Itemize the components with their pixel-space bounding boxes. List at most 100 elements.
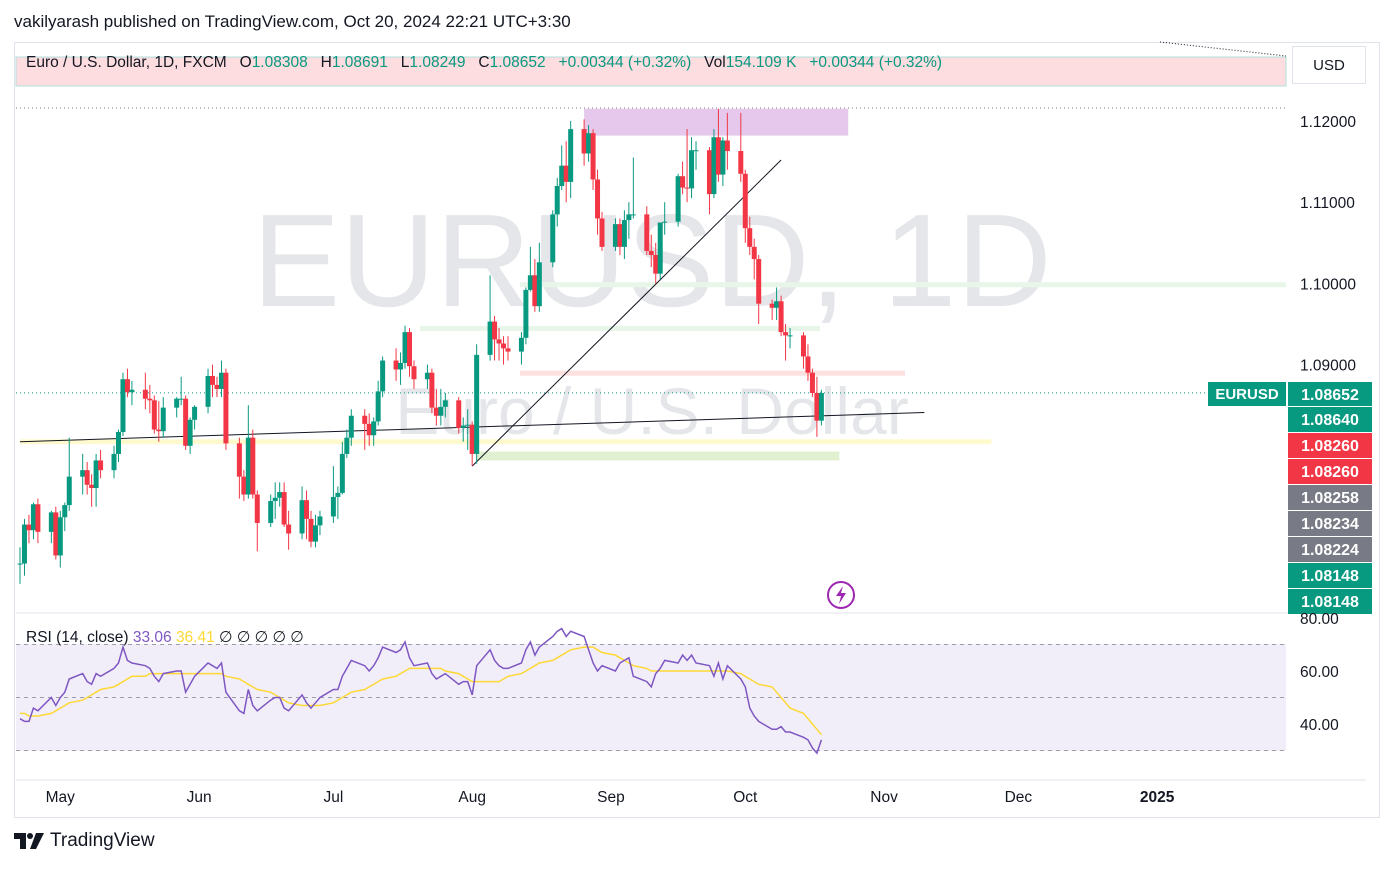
candle-body: [720, 140, 726, 175]
candle-body: [362, 415, 368, 424]
candle-body: [429, 372, 435, 408]
legend-change: +0.00344 (+0.32%): [558, 54, 692, 71]
candle-body: [814, 393, 820, 421]
candle-body: [241, 476, 247, 495]
legend-low: 1.08249: [409, 54, 466, 71]
candle-body: [245, 437, 251, 495]
candle-body: [648, 250, 654, 255]
candle-body: [630, 214, 636, 216]
candle-body: [474, 354, 480, 454]
time-tick-label: Jul: [323, 789, 343, 806]
candle-body: [518, 337, 524, 352]
candle-body: [711, 137, 717, 195]
level-tag-text: 1.08148: [1301, 594, 1359, 611]
candle-body: [563, 165, 569, 182]
candle-body: [621, 220, 627, 247]
candle-body: [21, 524, 27, 564]
candle-body: [774, 301, 780, 308]
candle-body: [536, 262, 542, 307]
level-tag-bg: [1288, 563, 1372, 588]
level-tag-bg: [1288, 537, 1372, 562]
candle-body: [312, 525, 318, 542]
price-tick-label: 1.11000: [1300, 195, 1355, 212]
candle-body: [80, 470, 86, 477]
rsi-extra: ∅ ∅ ∅ ∅ ∅: [219, 629, 304, 646]
candle-body: [151, 400, 157, 430]
candle-body: [644, 214, 650, 251]
candle-body: [348, 415, 354, 438]
level-tag-text: 1.08234: [1301, 516, 1359, 533]
time-tick-label: Jun: [187, 789, 212, 806]
candle-body: [120, 379, 126, 432]
candle-body: [147, 398, 153, 401]
candle-body: [62, 505, 68, 518]
candle-body: [532, 275, 538, 307]
candle-body: [689, 150, 695, 189]
zone-2: [20, 439, 992, 445]
candle-body: [818, 393, 824, 421]
current-price-tag: 1.08652: [1301, 387, 1359, 404]
rsi-legend[interactable]: RSI (14, close) 33.06 36.41 ∅ ∅ ∅ ∅ ∅: [26, 628, 304, 647]
candle-body: [111, 453, 117, 471]
candle-body: [438, 406, 444, 416]
candle-body: [398, 362, 404, 370]
candle-body: [236, 443, 242, 477]
currency-button[interactable]: USD: [1292, 46, 1366, 84]
time-tick-label: Aug: [458, 789, 486, 806]
candle-body: [657, 222, 663, 274]
chart-frame: [14, 42, 1380, 818]
candle-body: [35, 504, 41, 532]
level-tag-text: 1.08640: [1301, 412, 1359, 429]
legend-close-label: C: [478, 54, 490, 71]
level-tag-text: 1.08260: [1301, 464, 1359, 481]
candle-body: [317, 516, 323, 526]
candle-body: [160, 407, 166, 432]
candle-body: [93, 460, 99, 489]
candle-body: [26, 524, 32, 531]
candle-body: [48, 512, 54, 532]
rsi-ma-value: 36.41: [175, 629, 215, 646]
candle-body: [550, 214, 556, 263]
candle-body: [769, 303, 775, 308]
candle-body: [501, 343, 507, 349]
candle-body: [183, 398, 189, 446]
legend-open-label: O: [239, 54, 252, 71]
dotted-drawing-line: [1159, 41, 1287, 57]
lightning-glyph-icon: [836, 586, 846, 604]
candle-body: [724, 140, 730, 152]
footer-brand[interactable]: TradingView: [14, 830, 155, 852]
watermark-symbol: EURUSD, 1D: [252, 187, 1051, 334]
candle-body: [277, 492, 283, 498]
candle-body: [205, 375, 211, 407]
ohlc-legend: Euro / U.S. Dollar, 1D, FXCM O1.08308 H1…: [26, 54, 942, 72]
level-band-1: [420, 326, 820, 332]
candle-body: [254, 494, 260, 523]
candle-body: [66, 476, 72, 506]
candle-body: [178, 398, 184, 400]
candle-body: [156, 429, 162, 432]
candle-body: [393, 360, 399, 370]
candle-body: [800, 335, 806, 357]
candle-body: [715, 137, 721, 175]
candle-body: [53, 512, 59, 556]
rsi-tick-label: 80.00: [1300, 611, 1339, 628]
candle-body: [424, 372, 430, 380]
candle-body: [756, 259, 762, 304]
level-band-0: [520, 282, 1286, 288]
candle-body: [787, 335, 793, 337]
candle-body: [706, 150, 712, 195]
time-tick-label: Oct: [733, 789, 758, 806]
level-band-2: [520, 370, 905, 376]
time-tick-label: 2025: [1140, 789, 1175, 806]
candle-body: [98, 460, 104, 471]
candle-body: [223, 372, 229, 444]
candle-body: [568, 129, 574, 182]
candle-body: [505, 348, 511, 352]
candle-body: [129, 389, 135, 393]
candle-body: [375, 391, 381, 422]
candle-body: [344, 437, 350, 454]
candle-body: [174, 398, 180, 408]
candle-body: [339, 453, 345, 493]
legend-vol-label: Vol: [704, 54, 726, 71]
